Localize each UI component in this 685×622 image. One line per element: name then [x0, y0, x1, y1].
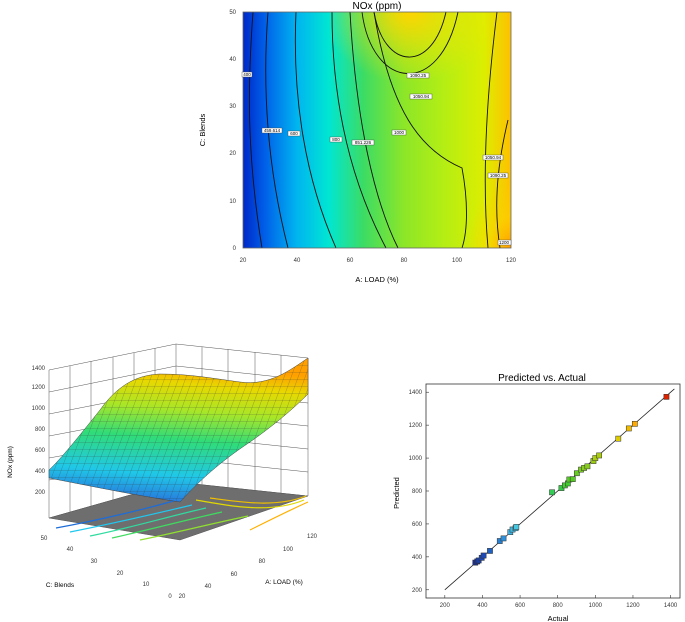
surface-xtick: 100 — [283, 547, 294, 553]
scatter-point — [569, 476, 576, 482]
scatter-ytick: 1200 — [409, 423, 423, 429]
contour-label: 1090.25 — [410, 73, 427, 78]
scatter-ylabel: Predicted — [392, 477, 401, 509]
scatter-ytick: 400 — [412, 555, 423, 561]
contour-label: 1000 — [394, 130, 405, 135]
scatter-point — [615, 435, 622, 442]
surface-xtick: 40 — [205, 584, 212, 590]
surface-xtick: 80 — [259, 559, 266, 565]
contour-ytick: 20 — [229, 151, 236, 157]
contour-label: 1090.25 — [490, 173, 507, 178]
surface-xtick: 60 — [231, 572, 238, 578]
surface-xlabel: A: LOAD (%) — [265, 579, 303, 586]
scatter-xtick: 1000 — [589, 603, 603, 609]
scatter-point — [480, 552, 487, 559]
surface-ytick: 40 — [67, 547, 74, 553]
surface-ytick: 20 — [117, 571, 124, 577]
scatter-xtick: 800 — [553, 603, 564, 609]
scatter-point — [584, 463, 591, 470]
scatter-xtick: 1200 — [626, 603, 640, 609]
scatter-point — [549, 489, 555, 496]
contour-ytick: 10 — [229, 199, 236, 205]
scatter-xtick: 600 — [515, 603, 526, 609]
surface-ztick: 1200 — [32, 385, 46, 391]
surface-ytick: 30 — [91, 559, 98, 565]
surface-xtick: 120 — [307, 534, 318, 540]
scatter-ytick: 1000 — [409, 456, 423, 462]
surface-ytick: 10 — [143, 582, 150, 588]
response-surface — [48, 357, 309, 503]
scatter-ytick: 200 — [412, 588, 423, 594]
contour-xtick: 80 — [401, 258, 408, 264]
scatter-xtick: 200 — [440, 603, 451, 609]
contour-xtick: 100 — [452, 258, 463, 264]
contour-label: 459.614 — [264, 128, 281, 133]
scatter-ytick: 1400 — [409, 390, 423, 396]
contour-xtick: 60 — [347, 258, 354, 264]
scatter-xlabel: Actual — [548, 614, 569, 622]
scatter-title: Predicted vs. Actual — [498, 373, 586, 384]
surface-plot: 200 400 600 800 1000 1200 1400 NOx (ppm)… — [7, 343, 318, 600]
contour-label: 600 — [290, 131, 298, 136]
surface-xtick: 20 — [179, 594, 186, 600]
scatter-point — [513, 524, 520, 530]
contour-label: 1050.94 — [413, 94, 430, 99]
surface-ytick: 50 — [41, 536, 48, 542]
scatter-point — [574, 470, 580, 477]
surface-ytick: 0 — [168, 594, 172, 600]
contour-area: 400 459.614 600 800 851.226 1000 1090.25… — [241, 11, 512, 249]
contour-label: 851.226 — [355, 140, 372, 145]
pred-vs-actual-chart: Predicted vs. Actual 200 400 600 800 1000 120… — [392, 373, 681, 622]
contour-title: NOx (ppm) — [353, 1, 402, 12]
contour-label: 1050.94 — [485, 155, 502, 160]
contour-ytick: 0 — [233, 246, 237, 252]
surface-ztick: 1000 — [32, 406, 46, 412]
scatter-point — [663, 393, 670, 400]
surface-ylabel: C: Blends — [46, 582, 75, 589]
scatter-point — [631, 420, 638, 427]
contour-label: 1200 — [499, 240, 510, 245]
scatter-point — [625, 425, 632, 432]
scatter-xtick: 1400 — [664, 603, 678, 609]
surface-ztick: 400 — [35, 469, 46, 475]
scatter-xtick: 400 — [477, 603, 488, 609]
contour-xtick: 20 — [240, 258, 247, 264]
contour-label: 400 — [243, 72, 251, 77]
contour-xtick: 40 — [294, 258, 301, 264]
contour-xlabel: A: LOAD (%) — [355, 275, 399, 284]
contour-plot: 400 459.614 600 800 851.226 1000 1090.25… — [198, 1, 517, 284]
scatter-ytick: 600 — [412, 522, 423, 528]
surface-zlabel: NOx (ppm) — [7, 446, 14, 478]
surface-ztick: 1400 — [32, 366, 46, 372]
scatter-point — [500, 535, 507, 542]
surface-ztick: 600 — [35, 448, 46, 454]
scatter-ytick: 800 — [412, 489, 423, 495]
contour-ytick: 30 — [229, 104, 236, 110]
scatter-point — [596, 452, 602, 459]
contour-ytick: 50 — [229, 10, 236, 16]
surface-ztick: 800 — [35, 427, 46, 433]
contour-ytick: 40 — [229, 57, 236, 63]
surface-ztick: 200 — [35, 490, 46, 496]
scatter-point — [487, 548, 493, 554]
contour-label: 800 — [332, 137, 340, 142]
contour-ylabel: C: Blends — [198, 113, 207, 146]
contour-xtick: 120 — [506, 258, 517, 264]
